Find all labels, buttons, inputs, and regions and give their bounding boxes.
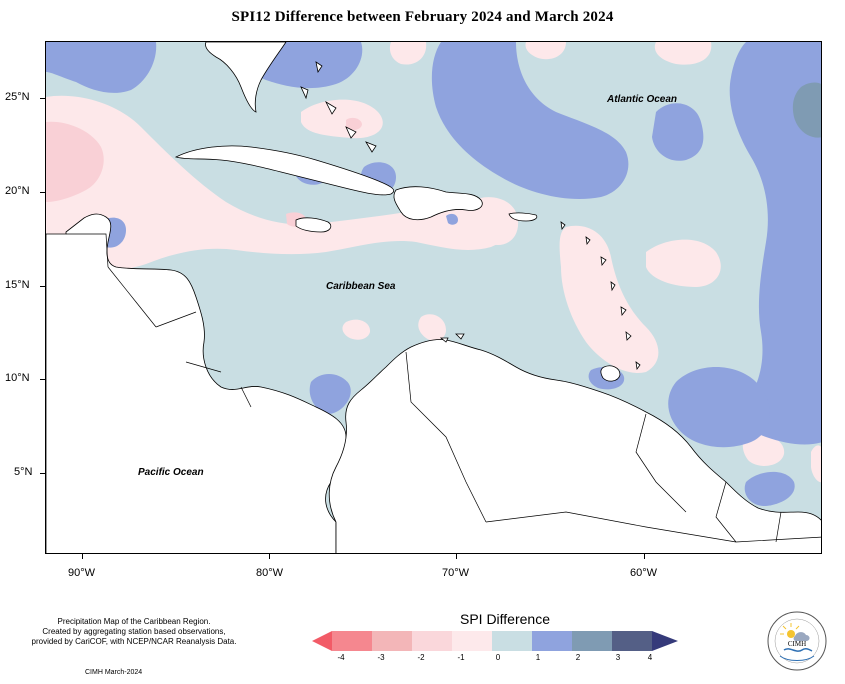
y-tick-label: 25°N xyxy=(5,91,30,103)
positive-anomaly-areas xyxy=(46,42,821,507)
cuba-island xyxy=(174,145,395,196)
description-line: provided by CariCOF, with NCEP/NCAR Rean… xyxy=(31,637,237,646)
puerto-rico-island xyxy=(508,212,538,222)
border-venezuela-guyana xyxy=(635,413,687,513)
legend-label: -1 xyxy=(457,653,465,662)
country-borders xyxy=(66,233,821,543)
wet-zone-atlantic-east xyxy=(729,42,821,445)
wet-zone-colombia xyxy=(309,373,351,414)
dry-zone-east xyxy=(646,239,721,287)
land-masses xyxy=(46,42,821,553)
wet-zone-south-atlantic xyxy=(668,367,770,448)
light-dry-zone-cuba xyxy=(346,117,362,131)
wet-zone-atlantic xyxy=(431,42,629,200)
legend-swatch xyxy=(452,631,492,651)
description-line: Created by aggregating station based obs… xyxy=(42,627,226,636)
legend-label: -3 xyxy=(377,653,385,662)
wet-zone-atlantic-mid xyxy=(652,103,704,161)
dry-zone-south-east xyxy=(811,445,821,483)
wet-zone-gulf-north xyxy=(46,42,157,93)
y-tick-label: 15°N xyxy=(5,279,30,291)
legend-swatch xyxy=(372,631,412,651)
dry-zone-top xyxy=(389,42,712,65)
atlantic-ocean-label: Atlantic Ocean xyxy=(607,94,678,105)
pacific-ocean-label: Pacific Ocean xyxy=(138,467,204,478)
y-tick-mark xyxy=(40,192,45,193)
dry-zone-hispaniola xyxy=(468,197,519,246)
border-suriname-guiana xyxy=(775,511,782,543)
legend-arrow-low xyxy=(312,631,332,651)
x-tick-mark xyxy=(644,554,645,559)
x-tick-mark xyxy=(269,554,270,559)
spi-map xyxy=(46,42,821,553)
cimh-logo-icon: CIMH xyxy=(767,611,827,671)
border-guatemala-honduras xyxy=(107,266,157,328)
dry-zone-guiana xyxy=(742,434,785,466)
y-tick-mark xyxy=(40,379,45,380)
x-tick-mark xyxy=(82,554,83,559)
map-credit: CIMH March-2024 xyxy=(85,669,143,676)
x-tick-mark xyxy=(456,554,457,559)
x-tick-label: 60°W xyxy=(630,567,658,579)
y-tick-mark xyxy=(40,286,45,287)
x-tick-label: 70°W xyxy=(442,567,470,579)
dry-zone-florida xyxy=(301,99,383,139)
legend-swatch xyxy=(412,631,452,651)
legend-swatch xyxy=(332,631,372,651)
legend-label: 0 xyxy=(495,653,501,662)
south-america-land xyxy=(328,339,821,553)
legend-colorbar xyxy=(312,631,678,651)
x-tick-label: 80°W xyxy=(256,567,284,579)
legend-label: 2 xyxy=(575,653,581,662)
border-nicaragua-costarica xyxy=(185,361,222,373)
border-colombia-brazil xyxy=(485,511,821,543)
legend-label: 4 xyxy=(647,653,653,662)
legend-swatch xyxy=(572,631,612,651)
legend-arrow-high xyxy=(652,631,678,651)
logo-text: CIMH xyxy=(788,640,806,648)
caribbean-sea-label: Caribbean Sea xyxy=(326,281,396,292)
hispaniola-island xyxy=(393,186,483,221)
legend-label: 1 xyxy=(535,653,541,662)
y-tick-label: 5°N xyxy=(14,466,33,478)
legend-swatch xyxy=(492,631,532,651)
map-title: SPI12 Difference between February 2024 a… xyxy=(231,9,614,25)
border-honduras-nicaragua xyxy=(155,311,197,328)
abc-islands xyxy=(439,333,465,343)
y-tick-label: 10°N xyxy=(5,372,30,384)
trinidad-island xyxy=(600,365,621,382)
wet-zone-strong-east xyxy=(792,82,821,138)
border-colombia-venezuela xyxy=(405,351,487,523)
legend-swatch xyxy=(532,631,572,651)
lesser-antilles-islands xyxy=(560,221,641,371)
jamaica-island xyxy=(295,217,332,233)
y-tick-mark xyxy=(40,98,45,99)
y-tick-label: 20°N xyxy=(5,185,30,197)
y-tick-mark xyxy=(40,473,45,474)
wet-zone-bahamas xyxy=(446,213,458,225)
x-tick-label: 90°W xyxy=(68,567,96,579)
florida-land xyxy=(205,42,287,113)
negative-anomaly-areas xyxy=(46,42,821,483)
map-panel: Atlantic Ocean Caribbean Sea Pacific Oce… xyxy=(45,41,822,554)
description-line: Precipitation Map of the Caribbean Regio… xyxy=(57,617,211,626)
light-dry-zone-west xyxy=(46,121,104,202)
dry-zone-gulf xyxy=(46,95,510,271)
legend-label: -4 xyxy=(337,653,345,662)
bahamas-islands xyxy=(300,61,377,153)
dry-zone-venezuela xyxy=(342,314,446,341)
legend-label: 3 xyxy=(615,653,621,662)
legend-title: SPI Difference xyxy=(459,611,550,627)
legend-label: -2 xyxy=(417,653,425,662)
border-mexico-guatemala xyxy=(66,233,109,268)
map-description: Precipitation Map of the Caribbean Regio… xyxy=(14,617,254,647)
central-america-land xyxy=(46,213,347,553)
border-guyana-suriname xyxy=(715,481,737,543)
border-costarica-panama xyxy=(240,386,252,408)
dry-zone-lesser-antilles xyxy=(559,225,659,373)
wet-zone-suriname xyxy=(744,471,795,507)
legend-swatch xyxy=(612,631,652,651)
